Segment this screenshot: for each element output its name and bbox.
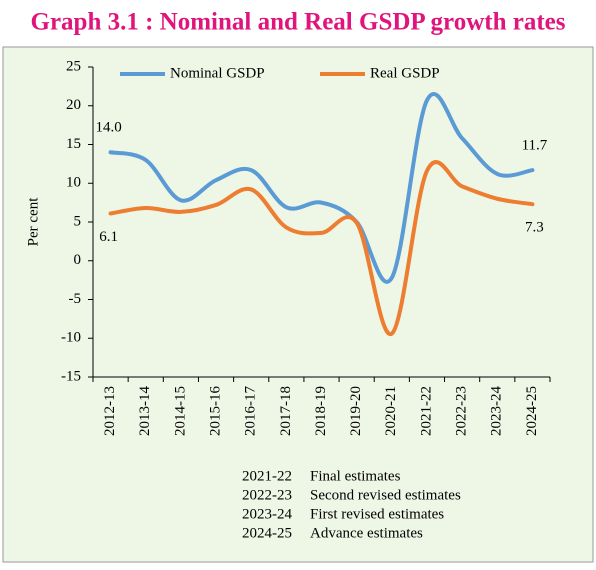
y-tick-label: -5 [69,291,82,307]
note-text: First revised estimates [310,506,444,522]
y-tick-label: 15 [66,136,81,152]
y-tick-label: 10 [66,175,81,191]
y-tick-label: 5 [74,213,82,229]
x-tick-label: 2018-19 [313,386,329,436]
note-text: Advance estimates [310,525,423,541]
data-label: 11.7 [522,138,548,154]
x-tick-label: 2015-16 [207,386,223,436]
note-text: Final estimates [310,468,401,484]
note-period: 2021-22 [242,468,292,484]
x-tick-label: 2024-25 [524,386,540,436]
data-label: 7.3 [525,220,544,236]
note-period: 2023-24 [242,506,292,522]
data-label: 14.0 [95,120,121,136]
x-tick-label: 2023-24 [489,386,505,436]
x-tick-label: 2019-20 [348,386,364,436]
note-period: 2024-25 [242,525,292,541]
note-period: 2022-23 [242,487,292,503]
x-tick-label: 2013-14 [137,386,153,436]
chart-area [2,46,594,563]
y-tick-label: 25 [66,58,81,74]
y-tick-label: 20 [66,97,81,113]
x-tick-label: 2012-13 [102,386,118,436]
chart-title: Graph 3.1 : Nominal and Real GSDP growth… [31,9,566,36]
data-label: 6.1 [99,229,118,245]
legend-label: Real GSDP [370,65,440,81]
y-tick-label: 0 [74,252,82,268]
y-tick-label: -15 [61,368,81,384]
x-tick-label: 2017-18 [278,386,294,436]
note-text: Second revised estimates [310,487,461,503]
data-line [108,91,535,284]
x-tick-label: 2021-22 [418,386,434,436]
y-axis-label: Per cent [25,197,41,247]
legend-label: Nominal GSDP [170,65,265,81]
x-tick-label: 2022-23 [454,386,470,436]
x-tick-label: 2014-15 [172,386,188,436]
y-tick-label: -10 [61,330,81,346]
x-tick-label: 2016-17 [243,386,259,436]
data-line [108,160,535,336]
x-tick-label: 2020-21 [383,386,399,436]
